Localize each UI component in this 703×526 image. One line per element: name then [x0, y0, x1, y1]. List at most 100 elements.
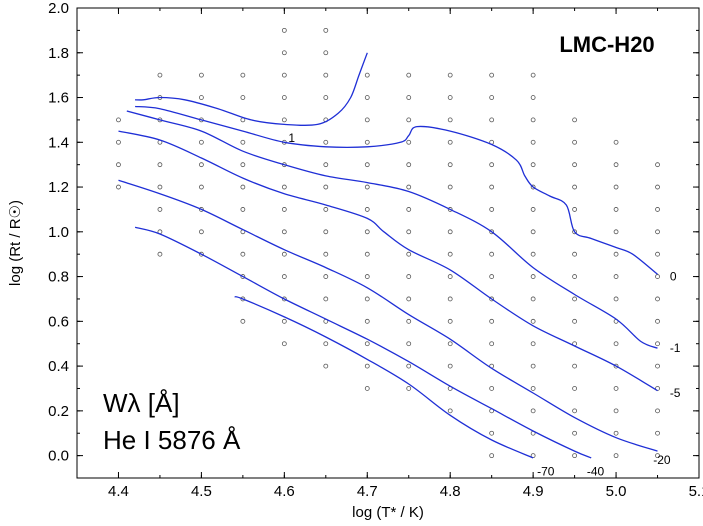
grid-point [406, 296, 412, 302]
grid-point [157, 207, 163, 212]
grid-point [655, 363, 660, 369]
x-tick-label: 5.0 [606, 483, 627, 500]
grid-point [364, 162, 370, 168]
grid-point [655, 207, 660, 212]
grid-point [530, 95, 536, 100]
grid-point [572, 318, 577, 324]
legend-line-name: He I 5876 Å [103, 425, 241, 455]
x-tick-label: 4.7 [357, 483, 378, 500]
grid-point [323, 95, 329, 100]
grid-point [364, 341, 370, 347]
grid-point [613, 430, 619, 436]
grid-point [613, 274, 619, 279]
grid-point [572, 139, 577, 145]
grid-point [530, 318, 536, 324]
grid-point [447, 341, 453, 347]
grid-point [406, 162, 412, 168]
grid-point [655, 341, 660, 347]
grid-point [364, 386, 370, 391]
grid-point [240, 139, 246, 145]
grid-point [281, 296, 287, 302]
grid-point [323, 274, 329, 279]
x-tick-label: 5.1 [689, 483, 703, 500]
grid-point [281, 274, 287, 279]
grid-point [447, 184, 453, 190]
grid-point [406, 274, 412, 279]
grid-point [613, 453, 619, 459]
grid-point [447, 229, 453, 235]
grid-point [323, 50, 329, 56]
grid-point [572, 386, 577, 391]
grid-point [489, 95, 495, 100]
grid-point [406, 341, 412, 347]
grid-point [364, 139, 370, 145]
grid-point [613, 408, 619, 414]
grid-point [323, 341, 329, 347]
grid-point [364, 184, 370, 190]
grid-point [406, 318, 412, 324]
grid-point [655, 296, 660, 302]
grid-point [530, 207, 536, 212]
grid-point [323, 251, 329, 257]
x-tick-label: 4.9 [523, 483, 544, 500]
contour-label: -40 [587, 464, 605, 478]
grid-point [281, 117, 287, 123]
grid-point [530, 229, 536, 235]
grid-point [240, 207, 246, 212]
grid-point [323, 363, 329, 369]
grid-point [447, 296, 453, 302]
grid-point [406, 207, 412, 212]
grid-point [364, 72, 370, 78]
grid-point [655, 453, 660, 459]
grid-point [655, 318, 660, 324]
grid-point [655, 229, 660, 235]
grid-point [572, 117, 577, 123]
grid-point [406, 184, 412, 190]
y-tick-label: 0.4 [48, 358, 69, 375]
grid-point [489, 453, 495, 459]
contour-line-1 [135, 105, 658, 275]
grid-point [447, 72, 453, 78]
grid-point [198, 72, 204, 78]
grid-point [406, 386, 412, 391]
grid-point [489, 341, 495, 347]
grid-point [240, 296, 246, 302]
grid-point [489, 162, 495, 168]
grid-point [572, 162, 577, 168]
y-axis-label: log (Rt / R☉) [7, 200, 24, 286]
grid-point [489, 72, 495, 78]
contour-line-3 [118, 130, 658, 392]
grid-point [323, 162, 329, 168]
y-tick-label: 0.2 [48, 403, 69, 420]
grid-point [406, 95, 412, 100]
grid-point [281, 341, 287, 347]
grid-point [530, 251, 536, 257]
grid-point [240, 72, 246, 78]
contour-label: -1 [670, 341, 681, 355]
grid-point [447, 363, 453, 369]
grid-point [116, 117, 121, 123]
grid-point [240, 318, 246, 324]
grid-point [489, 274, 495, 279]
grid-point [447, 251, 453, 257]
grid-point [240, 184, 246, 190]
x-axis-label: log (T* / K) [352, 504, 424, 521]
y-tick-label: 0.8 [48, 269, 69, 286]
grid-point [364, 95, 370, 100]
grid-point [240, 162, 246, 168]
grid-point [281, 95, 287, 100]
grid-point [157, 184, 163, 190]
grid-point [613, 162, 619, 168]
contour-label: -70 [537, 464, 555, 478]
contour-line-4 [118, 179, 658, 452]
grid-point [240, 274, 246, 279]
grid-point [655, 274, 660, 279]
grid-point [406, 117, 412, 123]
grid-point [447, 408, 453, 414]
grid-point [323, 184, 329, 190]
grid-point [406, 363, 412, 369]
grid-point [323, 27, 329, 33]
grid-point [281, 318, 287, 324]
axis-ticks: 4.4 4.5 4.6 4.7 4.8 4.9 5.0 5.1 0.0 0.2 0.4 0.6 0.8 1… [48, 0, 703, 500]
grid-point [281, 50, 287, 56]
